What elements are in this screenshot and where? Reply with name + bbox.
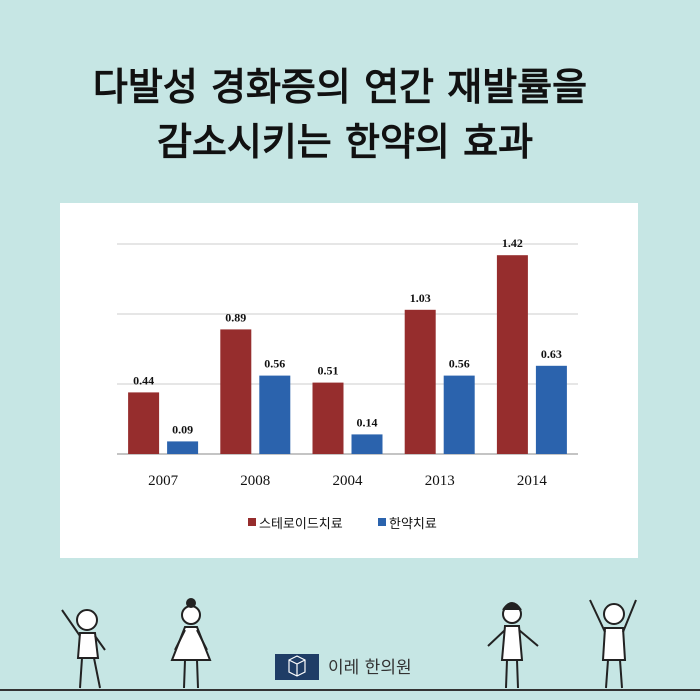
title-line: 다발성 경화증의 연간 재발률을	[93, 65, 587, 109]
bar	[404, 309, 436, 454]
value-label: 0.51	[318, 364, 339, 378]
value-label: 1.03	[410, 291, 431, 305]
bar	[128, 392, 160, 454]
title-line: 감소시키는 한약의 효과	[157, 120, 533, 164]
legend-swatch	[248, 518, 256, 526]
x-tick-label: 2008	[240, 473, 270, 489]
bar	[351, 434, 383, 454]
x-tick-label: 2004	[333, 473, 364, 489]
brand: 이레 한의원	[328, 658, 412, 678]
value-label: 0.63	[541, 347, 562, 361]
value-label: 0.09	[172, 422, 193, 436]
value-label: 0.89	[225, 310, 246, 324]
bar	[535, 365, 567, 454]
legend-swatch	[378, 518, 386, 526]
x-tick-label: 2014	[517, 473, 548, 489]
plot: 2007 0.44 0.09 2008 0.89 0.56 2004 0.51 0.14 2013…	[117, 236, 578, 532]
value-label: 0.56	[449, 357, 470, 371]
bar	[167, 441, 199, 454]
value-label: 0.44	[133, 373, 154, 387]
bar	[443, 375, 475, 454]
value-label: 0.56	[264, 357, 285, 371]
legend-label: 한약치료	[389, 517, 437, 532]
bar	[496, 255, 528, 454]
logo-mark	[288, 655, 306, 677]
value-label: 0.14	[357, 415, 378, 429]
x-tick-label: 2007	[148, 473, 179, 489]
value-label: 1.42	[502, 236, 523, 250]
x-tick-label: 2013	[425, 473, 455, 489]
legend-label: 스테로이드치료	[259, 517, 343, 532]
bar	[312, 382, 344, 454]
bar	[220, 329, 252, 454]
bar	[259, 375, 291, 454]
people	[0, 598, 700, 691]
